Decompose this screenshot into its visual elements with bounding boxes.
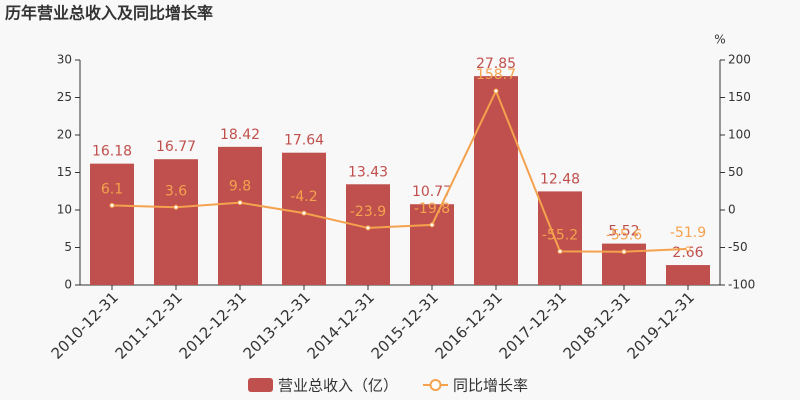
bar-value-label: 5.52 (608, 224, 639, 240)
line-point (685, 246, 691, 252)
y-tick-label: 20 (57, 128, 72, 142)
y-tick-label: 10 (57, 203, 72, 217)
line-point (301, 210, 307, 216)
bar (282, 152, 326, 285)
line-point (429, 222, 435, 228)
y2-tick-label: -50 (728, 240, 748, 254)
bar-value-label: 16.77 (156, 139, 196, 155)
bar (218, 146, 262, 285)
line-value-label: -51.9 (670, 225, 706, 241)
y-tick-label: 5 (64, 240, 72, 254)
y2-axis-label: % (714, 33, 725, 47)
bar-value-label: 13.43 (348, 164, 388, 180)
line-value-label: -55.2 (542, 227, 578, 243)
line-point (621, 249, 627, 255)
line-value-label: -4.2 (290, 189, 317, 205)
line-value-label: -55.6 (606, 228, 642, 244)
line-value-label: 3.6 (165, 183, 187, 199)
legend-swatch[interactable] (248, 378, 273, 392)
bar-value-label: 16.18 (92, 144, 132, 160)
bar (666, 265, 710, 285)
y2-tick-label: 200 (728, 53, 751, 67)
y2-tick-label: 50 (728, 165, 743, 179)
bar-value-label: 12.48 (540, 171, 580, 187)
line-point (237, 200, 243, 206)
y2-tick-label: -100 (728, 278, 755, 292)
line-value-label: 9.8 (229, 179, 251, 195)
line-point (173, 204, 179, 210)
line-point (365, 225, 371, 231)
chart-title: 历年营业总收入及同比增长率 (5, 4, 213, 23)
y-tick-label: 0 (64, 278, 72, 292)
legend-swatch[interactable] (429, 379, 442, 391)
y-tick-label: 15 (57, 165, 72, 179)
line (111, 88, 689, 253)
bar-value-label: 17.64 (284, 133, 324, 149)
line-value-label: 6.1 (101, 181, 123, 197)
y-tick-label: 30 (57, 53, 72, 67)
bar (90, 163, 134, 285)
bar (410, 204, 454, 285)
line-point (557, 248, 563, 254)
bar (154, 159, 198, 285)
bar (538, 191, 582, 285)
bar-value-label: 27.85 (476, 56, 516, 72)
line-point (493, 88, 499, 94)
line-value-label: -23.9 (350, 204, 386, 220)
legend-label[interactable]: 营业总收入（亿） (278, 377, 398, 395)
y2-tick-label: 150 (728, 90, 751, 104)
line-point (109, 202, 115, 208)
bar (474, 76, 518, 285)
y-tick-label: 25 (57, 90, 72, 104)
line-value-label: -19.8 (414, 201, 450, 217)
bar-value-label: 10.77 (412, 184, 452, 200)
bar (346, 184, 390, 285)
y2-tick-label: 100 (728, 128, 751, 142)
y2-tick-label: 0 (728, 203, 736, 217)
legend-label[interactable]: 同比增长率 (453, 377, 528, 395)
bar-value-label: 18.42 (220, 127, 260, 143)
line-value-label: 158.7 (476, 67, 516, 83)
